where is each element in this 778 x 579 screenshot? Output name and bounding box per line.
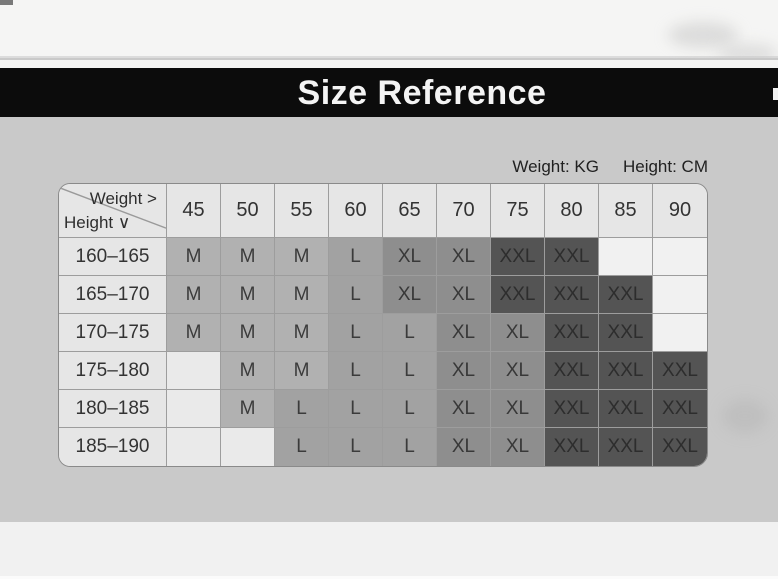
- empty-size-cell: [167, 390, 221, 428]
- size-cell: XXL: [545, 238, 599, 276]
- size-cell: XXL: [545, 390, 599, 428]
- size-cell: M: [275, 238, 329, 276]
- size-cell: XL: [437, 238, 491, 276]
- top-white-strip-lower: [0, 60, 778, 68]
- size-cell: M: [167, 238, 221, 276]
- size-cell: XXL: [491, 276, 545, 314]
- height-row-label: 180–185: [59, 390, 167, 428]
- height-row-label: 170–175: [59, 314, 167, 352]
- weight-header-cell: 65: [383, 184, 437, 238]
- size-cell: XL: [491, 352, 545, 390]
- size-cell: M: [275, 352, 329, 390]
- size-cell: XL: [491, 314, 545, 352]
- banner-edge-notch: [773, 88, 778, 100]
- size-cell: XXL: [653, 352, 707, 390]
- size-cell: M: [221, 238, 275, 276]
- size-cell: XXL: [545, 276, 599, 314]
- empty-size-cell: [653, 276, 707, 314]
- size-cell: L: [275, 390, 329, 428]
- size-cell: XXL: [599, 276, 653, 314]
- size-cell: XL: [491, 390, 545, 428]
- size-cell: XXL: [545, 352, 599, 390]
- weight-header-cell: 80: [545, 184, 599, 238]
- size-cell: XXL: [599, 390, 653, 428]
- weight-header-cell: 85: [599, 184, 653, 238]
- bottom-hairline: [0, 576, 778, 579]
- size-cell: L: [329, 428, 383, 466]
- size-cell: XXL: [599, 352, 653, 390]
- size-cell: M: [275, 276, 329, 314]
- size-cell: L: [329, 276, 383, 314]
- size-cell: L: [329, 238, 383, 276]
- size-cell: L: [329, 390, 383, 428]
- size-cell: M: [221, 276, 275, 314]
- size-cell: L: [275, 428, 329, 466]
- size-cell: XXL: [545, 428, 599, 466]
- size-cell: M: [167, 314, 221, 352]
- corner-weight-label: Weight >: [89, 189, 157, 208]
- size-cell: M: [221, 352, 275, 390]
- size-cell: L: [329, 352, 383, 390]
- units-legend: Weight: KG Height: CM: [512, 157, 708, 177]
- height-row-label: 175–180: [59, 352, 167, 390]
- size-cell: XXL: [545, 314, 599, 352]
- top-white-strip: [0, 0, 778, 64]
- corner-header-cell: Weight > Height ∨: [59, 184, 167, 238]
- size-cell: M: [167, 276, 221, 314]
- corner-artifact-mark: [0, 0, 13, 5]
- weight-header-cell: 90: [653, 184, 707, 238]
- height-row-label: 160–165: [59, 238, 167, 276]
- weight-header-cell: 60: [329, 184, 383, 238]
- weight-header-cell: 45: [167, 184, 221, 238]
- size-cell: XXL: [599, 428, 653, 466]
- page-title: Size Reference: [297, 73, 547, 112]
- weight-header-cell: 55: [275, 184, 329, 238]
- chart-panel: Weight: KG Height: CM Weight > Height ∨ 45…: [0, 117, 778, 522]
- empty-size-cell: [653, 238, 707, 276]
- size-cell: XL: [437, 390, 491, 428]
- size-cell: L: [383, 390, 437, 428]
- size-cell: M: [221, 314, 275, 352]
- size-cell: XXL: [599, 314, 653, 352]
- height-row-label: 165–170: [59, 276, 167, 314]
- empty-size-cell: [653, 314, 707, 352]
- size-cell: L: [383, 352, 437, 390]
- size-cell: XL: [383, 238, 437, 276]
- corner-height-label: Height ∨: [64, 213, 131, 232]
- size-cell: XL: [383, 276, 437, 314]
- size-cell: XL: [437, 314, 491, 352]
- watermark-smudge: [668, 22, 738, 48]
- weight-unit-label: Weight: KG: [512, 157, 599, 176]
- height-row-label: 185–190: [59, 428, 167, 466]
- empty-size-cell: [221, 428, 275, 466]
- diagonal-divider: [59, 187, 166, 229]
- size-cell: XL: [437, 276, 491, 314]
- height-unit-label: Height: CM: [622, 157, 708, 176]
- weight-header-cell: 70: [437, 184, 491, 238]
- title-banner: Size Reference: [0, 68, 778, 117]
- size-cell: XXL: [653, 428, 707, 466]
- size-cell: M: [221, 390, 275, 428]
- watermark-smudge: [718, 44, 778, 64]
- size-cell: XXL: [491, 238, 545, 276]
- size-cell: M: [275, 314, 329, 352]
- background-smudge: [722, 399, 768, 433]
- bottom-white-strip: [0, 522, 778, 579]
- size-cell: XL: [437, 428, 491, 466]
- size-cell: L: [383, 314, 437, 352]
- size-cell: L: [383, 428, 437, 466]
- size-table: Weight > Height ∨ 45 50 55 60 65 70 75 80 85 90 160–…: [58, 183, 708, 467]
- weight-header-cell: 75: [491, 184, 545, 238]
- weight-header-cell: 50: [221, 184, 275, 238]
- empty-size-cell: [167, 352, 221, 390]
- empty-size-cell: [599, 238, 653, 276]
- size-cell: XL: [491, 428, 545, 466]
- empty-size-cell: [167, 428, 221, 466]
- size-cell: XL: [437, 352, 491, 390]
- size-cell: XXL: [653, 390, 707, 428]
- size-cell: L: [329, 314, 383, 352]
